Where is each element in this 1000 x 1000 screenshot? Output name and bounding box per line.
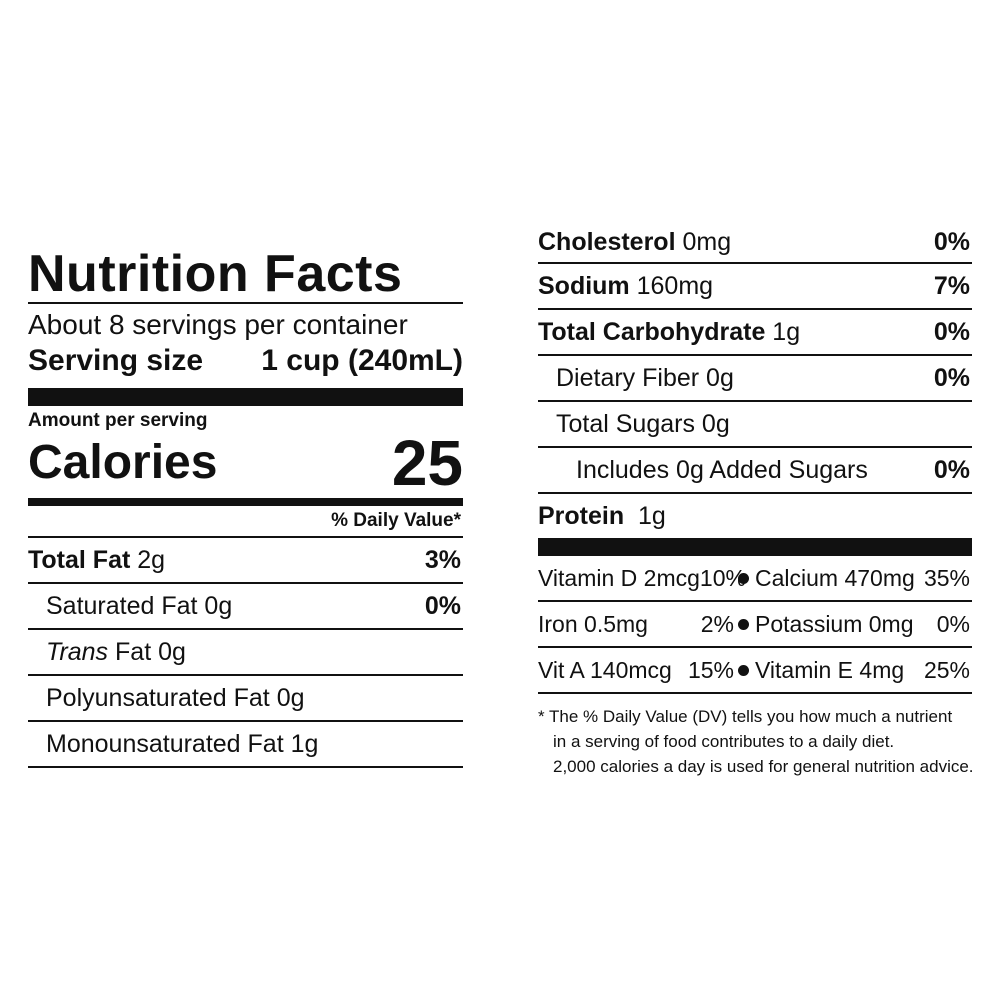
calories-row: Calories 25: [28, 427, 463, 499]
nutrient-amount: 1g: [638, 501, 666, 530]
serving-size-value: 1 cup (240mL): [261, 344, 463, 377]
nutrient-row-total-sugars: Total Sugars 0g: [538, 402, 972, 448]
vitamin-name: Vit A 140mcg: [538, 656, 672, 683]
nutrient-name: Total Carbohydrate: [538, 317, 766, 346]
nutrient-row-sodium: Sodium 160mg 7%: [538, 264, 972, 310]
label-title: Nutrition Facts: [28, 245, 403, 303]
nutrient-row-monounsaturated-fat: Monounsaturated Fat 1g: [28, 722, 463, 768]
nutrient-row-polyunsaturated-fat: Polyunsaturated Fat 0g: [28, 676, 463, 722]
nutrient-row-trans-fat: Trans Fat 0g: [28, 630, 463, 676]
nutrient-name: Sodium: [538, 271, 630, 300]
nutrient-name: Protein: [538, 501, 625, 530]
nutrition-facts-left-panel: Nutrition Facts About 8 servings per con…: [28, 246, 463, 768]
nutrient-name: Saturated Fat 0g: [46, 591, 233, 620]
vitamin-name: Calcium 470mg: [755, 564, 915, 591]
nutrition-facts-right-panel: Cholesterol 0mg 0% Sodium 160mg 7% Total…: [538, 222, 974, 779]
nutrient-row-cholesterol: Cholesterol 0mg 0%: [538, 222, 972, 264]
medium-divider: [28, 498, 463, 506]
nutrient-name: Fat 0g: [115, 637, 186, 666]
vitamin-name: Vitamin D 2mcg: [538, 564, 700, 591]
nutrient-dv: 7%: [933, 271, 970, 300]
footnote-line: in a serving of food contributes to a da…: [553, 732, 895, 751]
calories-label: Calories: [28, 436, 218, 489]
footnote-line: 2,000 calories a day is used for general…: [553, 757, 974, 776]
nutrient-amount: 0mg: [682, 227, 732, 256]
nutrient-amount: 2g: [137, 545, 166, 574]
nutrient-dv: 0%: [933, 363, 970, 392]
servings-per-container: About 8 servings per container: [28, 302, 463, 342]
nutrient-name: Cholesterol: [538, 227, 676, 256]
nutrient-amount: 160mg: [636, 271, 714, 300]
nutrient-name: Dietary Fiber 0g: [556, 363, 734, 392]
nutrient-row-total-fat: Total Fat 2g 3%: [28, 538, 463, 584]
nutrient-row-protein: Protein 1g: [538, 494, 972, 538]
vitamin-dv: 2%: [700, 610, 734, 637]
serving-size-label: Serving size: [28, 344, 204, 377]
nutrient-row-total-carbohydrate: Total Carbohydrate 1g 0%: [538, 310, 972, 356]
nutrient-name: Includes 0g Added Sugars: [576, 455, 868, 484]
amount-per-serving: Amount per serving: [28, 410, 208, 431]
bullet-dot-icon: [738, 572, 749, 584]
nutrient-row-saturated-fat: Saturated Fat 0g 0%: [28, 584, 463, 630]
nutrient-name: Total Sugars 0g: [556, 409, 730, 438]
calories-value: 25: [391, 427, 463, 499]
bullet-dot-icon: [738, 664, 749, 676]
nutrient-row-added-sugars: Includes 0g Added Sugars 0%: [538, 448, 972, 494]
thick-divider: [538, 538, 972, 556]
serving-size-row: Serving size 1 cup (240mL): [28, 342, 463, 380]
nutrient-name-italic: Trans: [46, 637, 109, 666]
nutrient-row-dietary-fiber: Dietary Fiber 0g 0%: [538, 356, 972, 402]
vitamin-row: Vitamin D 2mcg 10% Calcium 470mg 35%: [538, 556, 972, 602]
daily-value-header: % Daily Value*: [28, 506, 463, 538]
vitamin-name: Vitamin E 4mg: [755, 656, 905, 683]
vitamin-row: Vit A 140mcg 15% Vitamin E 4mg 25%: [538, 648, 972, 694]
nutrient-dv: 0%: [424, 591, 461, 620]
bullet-dot-icon: [738, 618, 749, 630]
nutrient-name: Monounsaturated Fat 1g: [46, 729, 319, 758]
nutrient-amount: 1g: [772, 317, 801, 346]
vitamin-dv: 35%: [923, 564, 970, 591]
daily-value-footnote: * The % Daily Value (DV) tells you how m…: [538, 704, 974, 779]
thick-divider: [28, 388, 463, 406]
vitamin-dv: 15%: [687, 656, 734, 683]
vitamin-name: Iron 0.5mg: [538, 610, 648, 637]
nutrient-dv: 3%: [424, 545, 461, 574]
nutrient-dv: 0%: [933, 317, 970, 346]
nutrient-dv: 0%: [933, 455, 970, 484]
vitamin-row: Iron 0.5mg 2% Potassium 0mg 0%: [538, 602, 972, 648]
vitamin-name: Potassium 0mg: [755, 610, 914, 637]
footnote-line: * The % Daily Value (DV) tells you how m…: [538, 707, 953, 726]
vitamin-dv: 25%: [923, 656, 970, 683]
nutrient-name: Total Fat: [28, 545, 131, 574]
vitamin-dv: 0%: [936, 610, 970, 637]
nutrient-name: Polyunsaturated Fat 0g: [46, 683, 305, 712]
nutrient-dv: 0%: [933, 227, 970, 256]
